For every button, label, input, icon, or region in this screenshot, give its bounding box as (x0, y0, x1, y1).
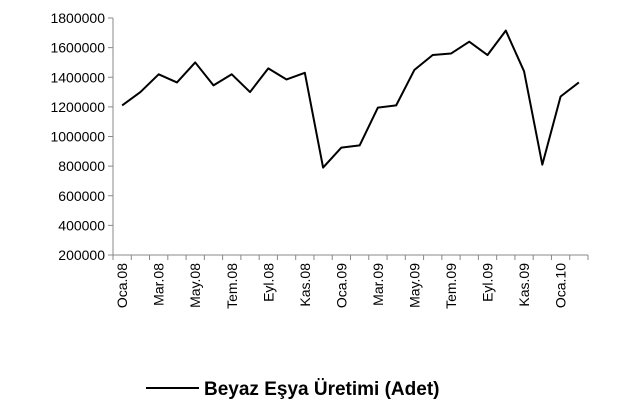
x-tick-label: Kas.08 (297, 263, 313, 307)
y-tick-label: 200000 (58, 247, 105, 263)
x-tick-label: May.09 (406, 263, 422, 308)
y-tick-label: 600000 (58, 188, 105, 204)
x-tick-label: Kas.09 (516, 263, 532, 307)
x-tick-label: Oca.10 (553, 263, 569, 308)
legend-label: Beyaz Eşya Üretimi (Adet) (204, 379, 439, 400)
x-tick-label: Eyl.08 (260, 263, 276, 302)
x-tick-label: Oca.09 (333, 263, 349, 308)
x-tick-label: Tem.09 (443, 263, 459, 309)
y-tick-label: 1000000 (50, 129, 105, 145)
y-tick-label: 800000 (58, 158, 105, 174)
y-tick-label: 1800000 (50, 10, 105, 26)
x-tick-label: Tem.08 (224, 263, 240, 309)
y-tick-label: 1400000 (50, 69, 105, 85)
x-tick-label: Mar.09 (370, 263, 386, 306)
y-tick-label: 1200000 (50, 99, 105, 115)
x-tick-label: Eyl.09 (480, 263, 496, 302)
y-tick-label: 1600000 (50, 40, 105, 56)
x-tick-label: May.08 (187, 263, 203, 308)
y-tick-label: 400000 (58, 217, 105, 233)
line-series (121, 29, 580, 169)
x-tick-label: Mar.08 (151, 263, 167, 306)
x-tick-label: Oca.08 (114, 263, 130, 308)
